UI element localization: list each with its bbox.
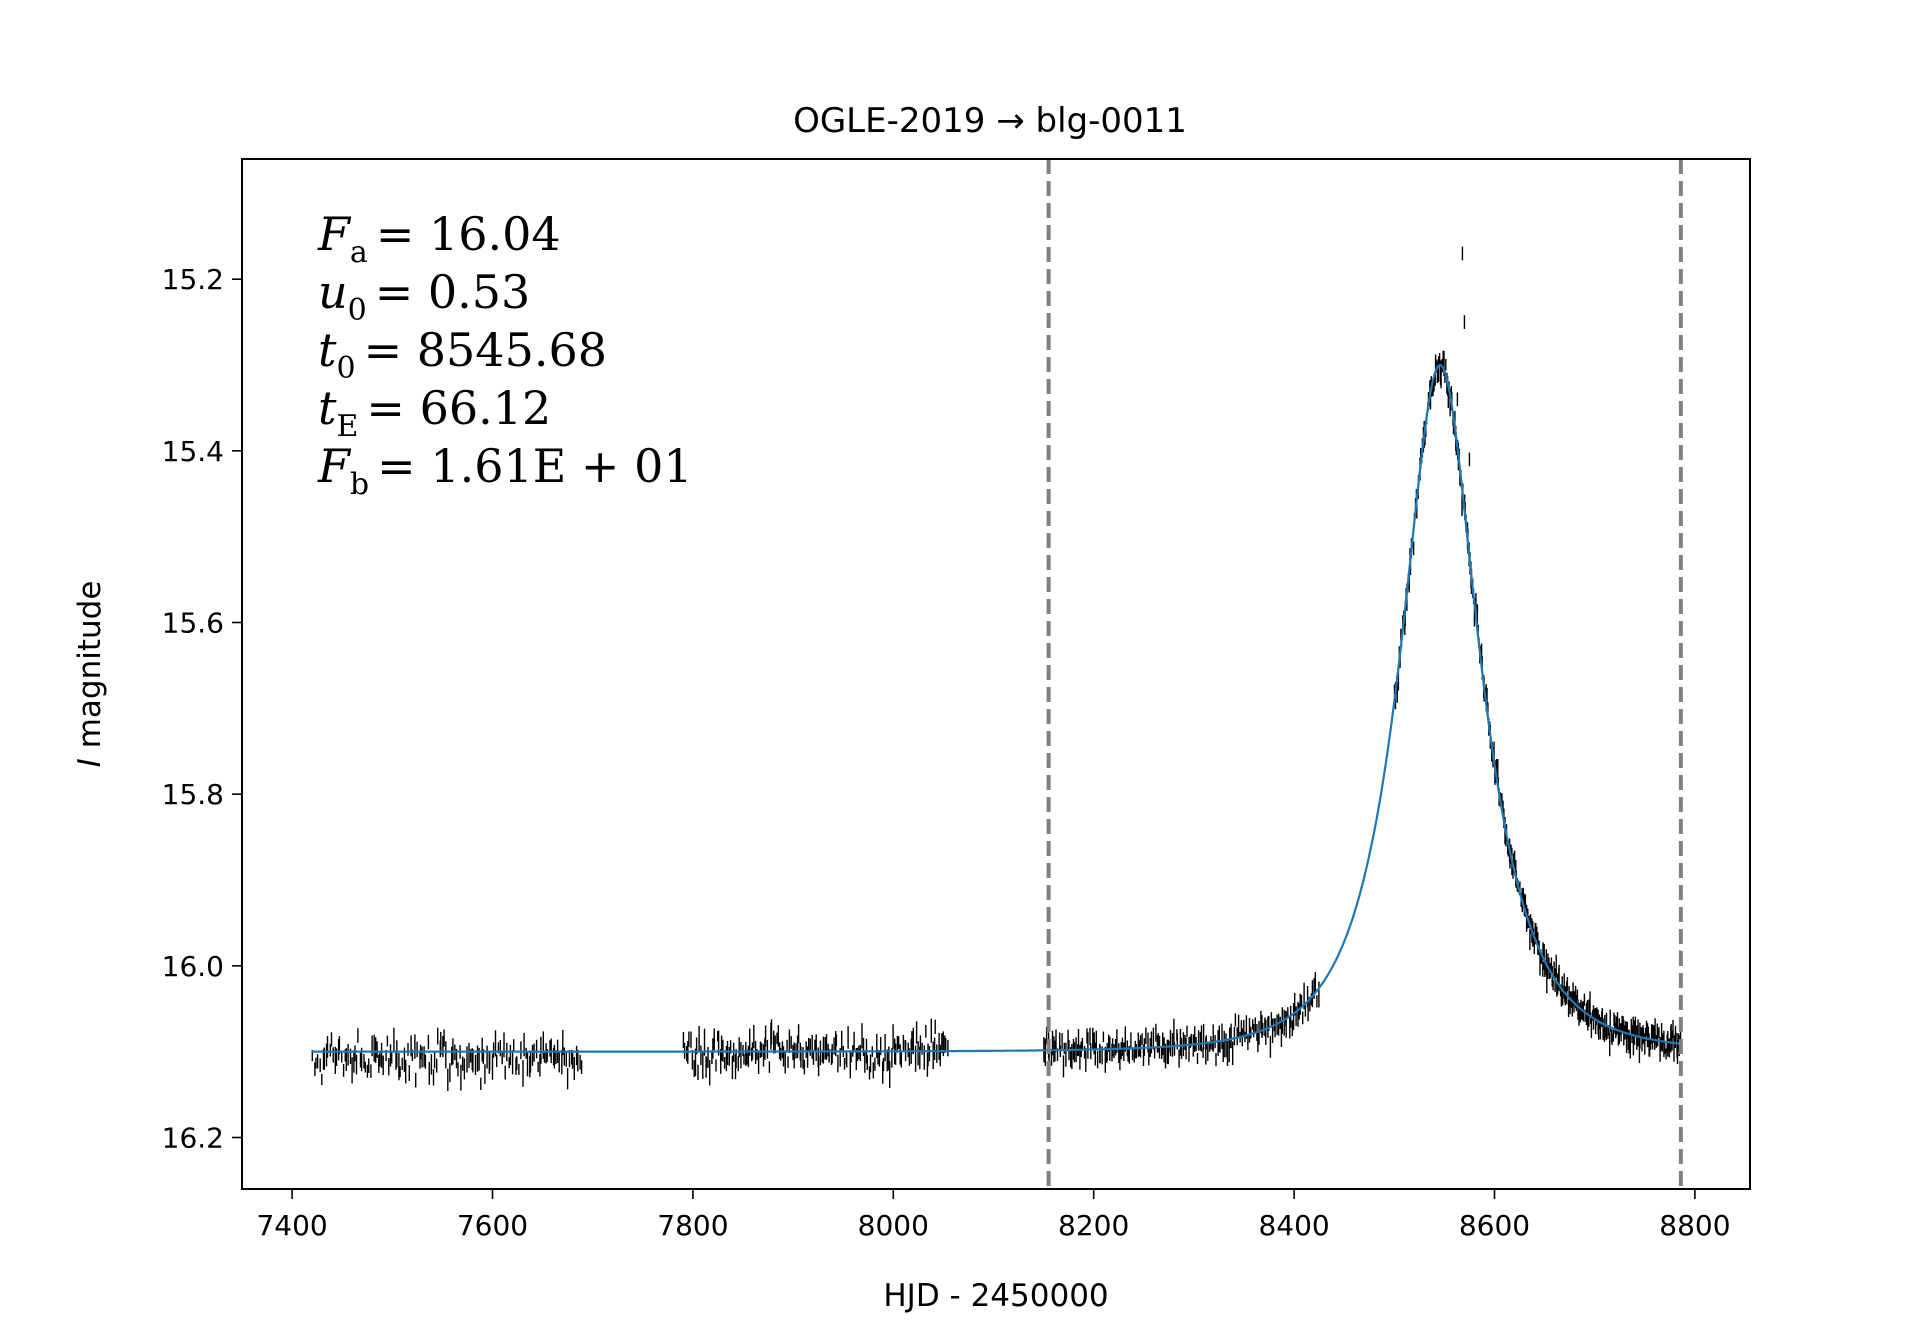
x-ticks: 7400 7600 7800 8000 8200 8400 8600 8800 xyxy=(256,1189,1731,1242)
param-fb: Fb = 1.61E + 01 xyxy=(317,439,693,502)
x-tick-label: 7800 xyxy=(657,1209,728,1242)
y-tick-label: 15.6 xyxy=(162,607,224,640)
y-tick-label: 15.4 xyxy=(162,435,224,468)
y-tick-label: 16.2 xyxy=(162,1122,224,1155)
param-t0: t0 = 8545.68 xyxy=(318,323,607,386)
param-te: tE = 66.12 xyxy=(318,381,551,444)
y-ticks: 15.2 15.4 15.6 15.8 16.0 16.2 xyxy=(162,263,242,1155)
y-tick-label: 15.2 xyxy=(162,263,224,296)
y-axis-label-symbol: I xyxy=(72,758,108,767)
observations-layer xyxy=(311,246,1682,1091)
fit-parameters: Fa = 16.04 u0 = 0.53 t0 = 8545.68 tE = 66.12… xyxy=(317,207,693,502)
y-axis-label-text: magnitude xyxy=(72,581,108,749)
x-tick-label: 7400 xyxy=(256,1209,327,1242)
x-tick-label: 7600 xyxy=(457,1209,528,1242)
x-tick-label: 8600 xyxy=(1459,1209,1530,1242)
param-fa: Fa = 16.04 xyxy=(317,207,561,270)
x-tick-label: 8400 xyxy=(1258,1209,1329,1242)
x-tick-label: 8800 xyxy=(1659,1209,1730,1242)
model-curve xyxy=(312,363,1682,1053)
vlines-layer xyxy=(1046,159,1683,1189)
x-tick-label: 8000 xyxy=(858,1209,929,1242)
y-tick-label: 16.0 xyxy=(162,950,224,983)
plot-frame xyxy=(241,158,1751,1190)
y-axis-label: Imagnitude xyxy=(72,581,108,768)
model-layer xyxy=(312,363,1682,1053)
chart-title: OGLE-2019 → blg-0011 xyxy=(793,101,1187,141)
y-tick-label: 15.8 xyxy=(162,778,224,811)
param-u0: u0 = 0.53 xyxy=(318,265,530,328)
x-axis-label: HJD - 2450000 xyxy=(883,1278,1108,1314)
x-tick-label: 8200 xyxy=(1058,1209,1129,1242)
